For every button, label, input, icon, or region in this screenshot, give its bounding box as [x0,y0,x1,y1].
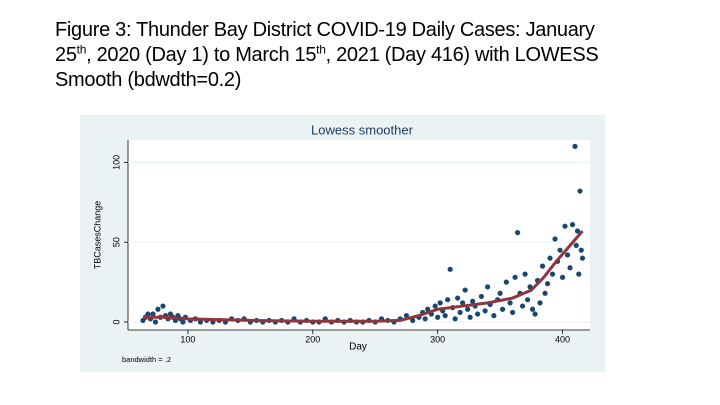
x-tick-label: 100 [180,334,195,344]
point [509,309,516,316]
point [152,319,159,325]
point [470,298,476,304]
point [547,255,553,261]
point [180,319,186,325]
y-tick-label: 0 [111,320,121,325]
point [573,242,579,248]
point [478,293,484,300]
point [564,252,571,258]
y-tick-label: 50 [111,237,121,247]
point [529,306,536,312]
point [577,188,583,194]
superscript: th [76,42,87,57]
point [491,313,497,319]
point [559,274,566,280]
y-tick-label: 100 [111,155,121,170]
point [579,255,586,261]
title-line: Figure 3: Thunder Bay District COVID-19 … [55,18,598,43]
point [465,306,471,312]
point [445,297,451,303]
point [576,271,582,277]
title-line: 25th, 2020 (Day 1) to March 15th, 2021 (… [55,42,599,68]
title-text: Figure 3: Thunder Bay District COVID-19 … [55,19,595,41]
point [452,316,458,322]
point [567,265,573,271]
point [572,143,578,149]
point [197,319,204,325]
point [537,300,543,306]
point [552,236,558,242]
point [432,303,438,309]
point [435,314,441,320]
point [150,311,156,317]
point [499,306,506,312]
point [442,313,448,319]
point [155,306,161,312]
point [519,303,526,309]
point [422,316,428,322]
point [542,290,548,296]
point [549,271,556,277]
point [410,317,416,324]
point [544,281,551,287]
point [532,311,538,317]
superscript: th [316,42,326,57]
point [497,290,503,296]
point [557,247,563,253]
title-text: , 2020 (Day 1) to March 15 [86,44,317,66]
x-tick-label: 400 [555,334,570,344]
x-tick-label: 200 [305,334,320,344]
note: bandwidth = .2 [122,355,171,364]
x-axis-title: Day [349,342,367,353]
title-text: Smooth (bdwdth=0.2) [55,69,242,91]
point [475,311,481,317]
point [503,279,509,285]
point [569,222,576,228]
point [437,300,443,306]
title-text: , 2021 (Day 416) with LOWESS [325,44,599,66]
x-tick-label: 300 [430,334,445,344]
chart-title: Lowess smoother [311,122,414,137]
point [485,284,491,290]
slide-title: Figure 3: Thunder Bay District COVID-19 … [55,18,599,93]
point [562,223,568,229]
point [145,311,151,317]
point [467,314,473,320]
title-line: Smooth (bdwdth=0.2) [55,68,598,93]
point [462,287,468,293]
title-text: 25 [55,44,77,66]
plot-area [128,140,590,330]
point [539,263,546,269]
point [403,313,410,319]
point [578,247,584,253]
point [514,230,521,236]
point [524,297,531,303]
point [160,303,166,309]
point [457,309,463,316]
point [455,295,461,301]
point [574,228,581,234]
point [482,308,488,314]
point [507,300,513,306]
lowess-line [142,230,584,323]
y-axis-title: TBCasesChange [92,201,102,270]
point [522,271,528,277]
point [460,300,466,306]
point [425,306,431,312]
point [447,266,453,272]
point [512,274,518,280]
